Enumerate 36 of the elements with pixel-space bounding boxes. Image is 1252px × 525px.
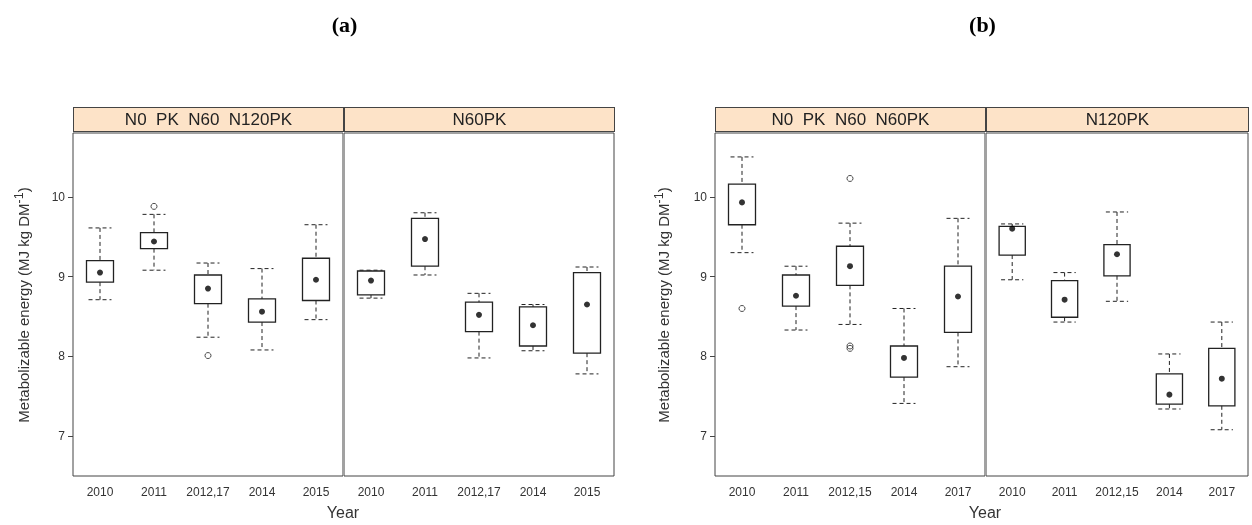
chart-subtitle: N120PK bbox=[986, 107, 1249, 132]
chart-title: (a) bbox=[331, 12, 358, 38]
y-tick-label: 8 bbox=[58, 349, 66, 364]
x-tick-label: 2014 bbox=[890, 485, 918, 499]
y-tick-label: 9 bbox=[58, 269, 66, 284]
x-axis-title: Year bbox=[968, 504, 1002, 522]
y-tick-label: 7 bbox=[700, 429, 708, 444]
chart-title: (b) bbox=[969, 12, 996, 38]
x-tick-label: 2011 bbox=[783, 485, 810, 499]
x-tick-label: 2015 bbox=[573, 485, 601, 499]
x-tick-label: 2015 bbox=[302, 485, 330, 499]
x-tick-label: 2010 bbox=[86, 485, 114, 499]
y-tick-label: 9 bbox=[700, 269, 708, 284]
x-tick-label: 2012,17 bbox=[186, 485, 231, 499]
x-tick-label: 2014 bbox=[248, 485, 276, 499]
x-tick-label: 2010 bbox=[998, 485, 1026, 499]
x-tick-label: 2017 bbox=[944, 485, 972, 499]
x-tick-label: 2011 bbox=[1051, 485, 1078, 499]
y-tick-label: 10 bbox=[51, 189, 66, 204]
x-tick-label: 2012,15 bbox=[828, 485, 873, 499]
y-tick-label: 7 bbox=[58, 429, 66, 444]
x-tick-label: 2014 bbox=[519, 485, 547, 499]
y-tick-label: 10 bbox=[693, 189, 708, 204]
x-tick-label: 2012,17 bbox=[457, 485, 502, 499]
x-tick-label: 2011 bbox=[141, 485, 168, 499]
x-tick-label: 2012,15 bbox=[1095, 485, 1140, 499]
chart-subtitle: N0 PK N60 N120PK bbox=[73, 107, 344, 132]
y-tick-label: 8 bbox=[700, 349, 708, 364]
x-tick-label: 2010 bbox=[728, 485, 756, 499]
x-tick-label: 2010 bbox=[357, 485, 385, 499]
chart-subtitle: N0 PK N60 N60PK bbox=[715, 107, 986, 132]
chart-subtitle: N60PK bbox=[344, 107, 615, 132]
x-tick-label: 2017 bbox=[1208, 485, 1236, 499]
x-tick-label: 2011 bbox=[412, 485, 439, 499]
x-axis-title: Year bbox=[326, 504, 360, 522]
x-tick-label: 2014 bbox=[1156, 485, 1184, 499]
